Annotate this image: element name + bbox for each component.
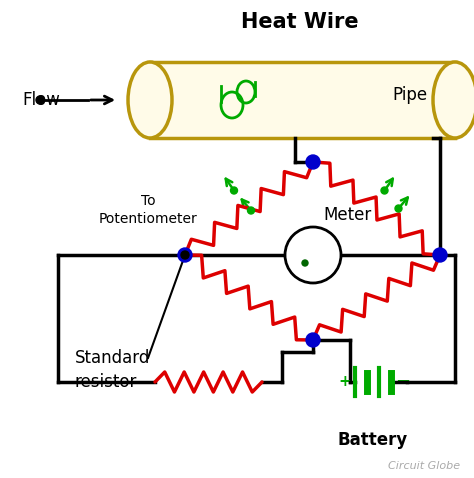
Circle shape	[285, 227, 341, 283]
Text: −: −	[395, 373, 410, 391]
Bar	[150, 62, 455, 138]
Ellipse shape	[128, 62, 172, 138]
Text: +: +	[338, 374, 351, 390]
Text: Standard
resistor: Standard resistor	[75, 349, 150, 391]
Circle shape	[36, 96, 44, 104]
Text: Flow: Flow	[22, 91, 60, 109]
Text: Heat Wire: Heat Wire	[241, 12, 359, 32]
Circle shape	[395, 205, 402, 212]
Circle shape	[302, 260, 308, 266]
Circle shape	[247, 207, 255, 214]
Circle shape	[181, 251, 189, 259]
Circle shape	[306, 155, 320, 169]
Ellipse shape	[433, 62, 474, 138]
Text: Pipe: Pipe	[392, 86, 428, 104]
Text: Meter: Meter	[323, 206, 371, 224]
Circle shape	[178, 248, 192, 262]
Text: Circuit Globe: Circuit Globe	[388, 461, 460, 471]
Text: To
Potentiometer: To Potentiometer	[99, 194, 197, 226]
Text: Battery: Battery	[338, 431, 408, 449]
Circle shape	[306, 333, 320, 347]
Circle shape	[381, 187, 388, 194]
Circle shape	[433, 248, 447, 262]
Circle shape	[230, 187, 237, 194]
